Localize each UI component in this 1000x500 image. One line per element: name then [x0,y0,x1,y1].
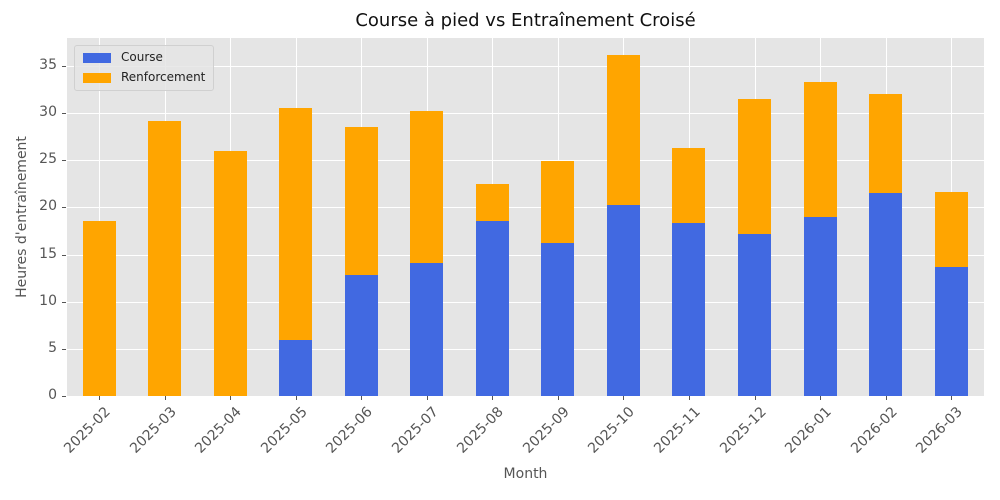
y-tick-mark [62,66,66,67]
bar-segment-renforcement [869,94,903,194]
gridline-horizontal [67,66,984,67]
x-tick-mark [426,396,428,400]
x-tick-label: 2025-02 [61,404,114,457]
x-tick-label: 2025-03 [126,404,180,457]
y-tick-label: 5 [48,339,57,356]
x-tick-label: 2025-10 [585,404,639,457]
x-tick-mark [492,396,494,400]
bar-segment-renforcement [803,82,837,217]
legend: Course Renforcement [74,45,214,91]
bar-segment-renforcement [672,148,706,224]
x-tick-label: 2025-06 [323,404,377,457]
bar-segment-renforcement [82,220,116,396]
bar-segment-course [410,263,444,396]
bar-segment-renforcement [606,54,640,205]
plot-area [67,38,984,397]
bar-segment-course [606,204,640,396]
x-tick-label: 2025-11 [651,404,704,457]
gridline-horizontal [67,207,984,209]
bar-segment-renforcement [541,161,575,244]
gridline-horizontal [67,160,984,162]
x-tick-mark [557,396,559,400]
x-tick-mark [164,396,166,400]
x-tick-label: 2025-04 [192,404,245,457]
bar-segment-renforcement [344,127,378,276]
y-tick-mark [62,301,66,303]
y-tick-mark [62,113,66,115]
gridline-horizontal [67,348,984,350]
x-tick-mark [623,396,625,400]
y-tick-label: 15 [39,245,57,262]
y-tick-label: 10 [39,292,57,309]
x-tick-label: 2025-09 [519,404,573,457]
bar-segment-renforcement [213,150,247,396]
legend-label: Renforcement [121,70,206,84]
y-tick-label: 25 [39,151,57,168]
y-tick-mark [62,160,66,162]
x-tick-mark [754,396,756,400]
bar-segment-course [803,216,837,396]
x-tick-mark [951,396,953,400]
x-tick-mark [230,396,232,400]
x-tick-mark [885,396,887,400]
bar-segment-renforcement [279,108,313,341]
y-tick-label: 20 [39,198,57,215]
bar-segment-renforcement [410,111,444,264]
x-tick-label: 2025-08 [454,404,508,457]
chart-title: Course à pied vs Entraînement Croisé [355,10,696,31]
y-tick-label: 35 [39,57,57,73]
x-tick-label: 2025-12 [716,404,770,457]
x-tick-mark [295,396,297,400]
bar-segment-renforcement [738,99,771,234]
bar-segment-course [869,193,903,396]
y-tick-mark [62,396,66,397]
bar-segment-course [279,340,313,396]
gridline-horizontal [67,301,984,303]
x-tick-label: 2025-07 [388,404,442,457]
y-tick-mark [62,207,66,209]
gridline-horizontal [67,396,984,397]
bar-segment-course [541,243,575,396]
bar-segment-renforcement [934,192,968,267]
x-tick-label: 2026-03 [913,404,966,457]
x-tick-mark [688,396,690,400]
x-tick-label: 2025-05 [257,404,311,457]
bar-segment-course [344,275,378,396]
gridline-horizontal [67,113,984,115]
gridline-vertical [99,38,100,396]
bar-segment-course [475,220,509,396]
x-tick-mark [99,396,100,400]
x-tick-label: 2026-01 [782,404,835,457]
bar-segment-course [738,233,771,396]
y-tick-label: 0 [48,387,57,403]
gridline-horizontal [67,254,984,256]
bar-segment-course [672,223,706,396]
y-tick-mark [62,254,66,256]
y-tick-label: 30 [39,104,57,121]
legend-swatch [83,73,111,83]
bar-segment-renforcement [475,183,509,221]
y-tick-mark [62,348,66,350]
bar-segment-course [934,266,968,396]
x-axis-label: Month [503,466,548,482]
x-tick-mark [361,396,363,400]
bar-segment-renforcement [148,120,182,396]
x-tick-mark [820,396,822,400]
legend-swatch [83,53,111,63]
legend-label: Course [121,50,163,64]
x-tick-label: 2026-02 [847,404,901,457]
